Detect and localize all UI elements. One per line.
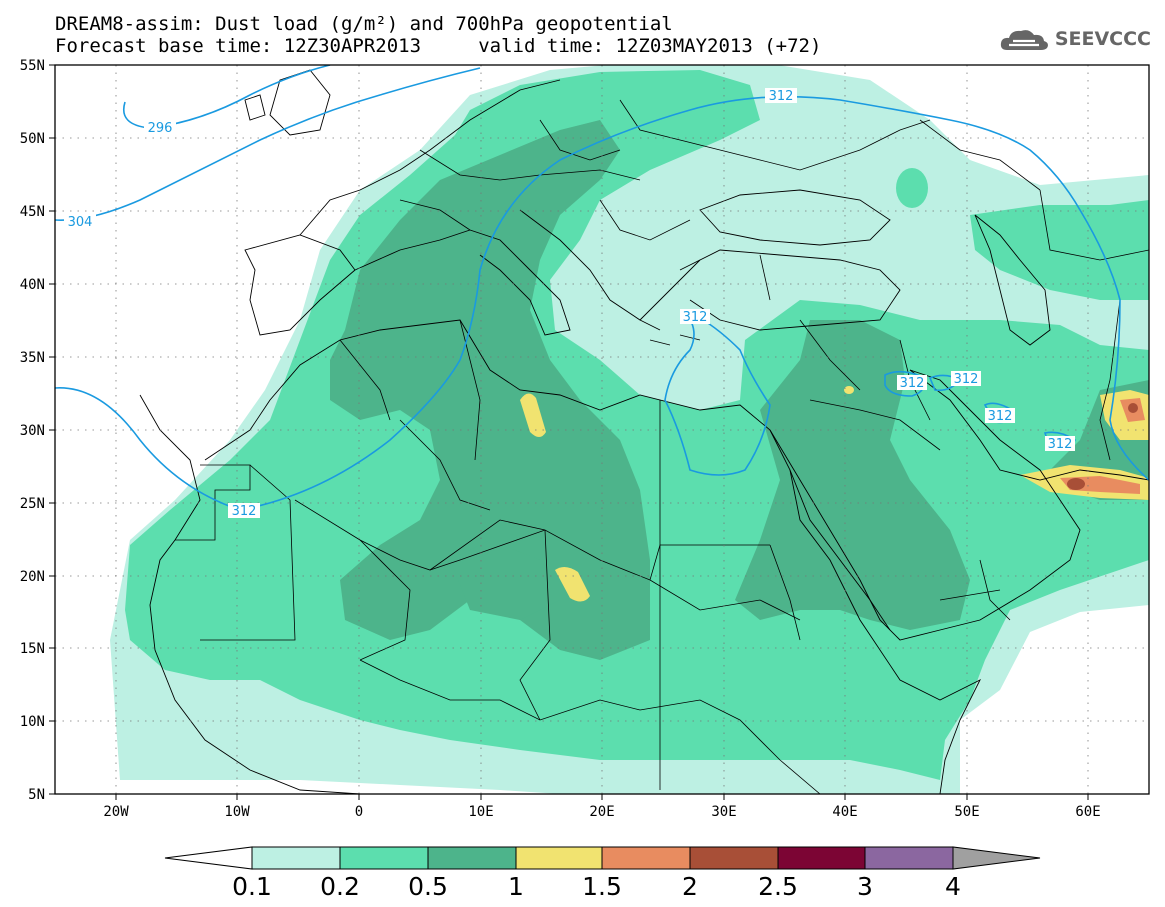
colorbar-label: 0.2 <box>320 872 360 901</box>
lat-label: 5N <box>28 787 45 803</box>
colorbar-label: 0.5 <box>408 872 448 901</box>
colorbar-bin-0.2 <box>339 846 429 870</box>
lon-label: 10W <box>224 804 250 820</box>
contour-label: 312 <box>1048 437 1073 452</box>
colorbar-label: 2 <box>682 872 698 901</box>
lat-label: 30N <box>20 423 45 439</box>
gridlines <box>55 65 1149 794</box>
lon-label: 20E <box>589 804 614 820</box>
dust-level-1 <box>520 393 546 437</box>
contour-label: 312 <box>769 89 794 104</box>
dust-speck <box>844 386 854 394</box>
lat-label: 20N <box>20 569 45 585</box>
colorbar-bin-0.5 <box>427 846 517 870</box>
lon-label: 40E <box>832 804 857 820</box>
colorbar-bin-1 <box>515 846 603 870</box>
colorbar-under-arrow <box>164 846 253 870</box>
colorbar-bin-0.1 <box>251 846 341 870</box>
seevccc-logo: SEEVCCC <box>999 26 1151 52</box>
contour-label: 312 <box>683 310 708 325</box>
colorbar-label: 2.5 <box>758 872 798 901</box>
colorbar-label: 1.5 <box>582 872 622 901</box>
lat-label: 45N <box>20 204 45 220</box>
logo-text: SEEVCCC <box>1054 28 1151 50</box>
contour-label: 312 <box>954 372 979 387</box>
lat-label: 25N <box>20 496 45 512</box>
contour-label: 312 <box>988 409 1013 424</box>
map-subtitle: Forecast base time: 12Z30APR2013 valid t… <box>55 35 822 57</box>
lon-label: 60E <box>1075 804 1100 820</box>
colorbar-bin-2.5 <box>777 846 866 870</box>
latitude-labels: 55N 50N 45N 40N 35N 30N 25N 20N 15N 10N … <box>20 58 45 803</box>
lat-label: 10N <box>20 714 45 730</box>
lat-label: 40N <box>20 277 45 293</box>
longitude-labels: 20W 10W 0 10E 20E 30E 40E 50E 60E <box>103 804 1100 820</box>
contour-label: 304 <box>68 215 93 230</box>
colorbar-label: 3 <box>857 872 873 901</box>
dust-level-1-b <box>555 566 590 602</box>
colorbar-label: 4 <box>945 872 961 901</box>
lat-label: 35N <box>20 350 45 366</box>
contour-labels: 296 304 312 312 312 312 312 312 312 <box>64 88 1075 519</box>
coastlines <box>139 69 1149 794</box>
contour-label: 296 <box>148 121 173 136</box>
colorbar-label: 0.1 <box>232 872 272 901</box>
contour-label: 312 <box>232 504 257 519</box>
lon-label: 0 <box>355 804 363 820</box>
lat-label: 50N <box>20 131 45 147</box>
colorbar-bin-3 <box>864 846 954 870</box>
dust-patch <box>896 168 928 208</box>
dust-level-0.5-east <box>735 320 970 630</box>
lon-label: 50E <box>954 804 979 820</box>
colorbar-label: 1 <box>508 872 524 901</box>
lon-label: 30E <box>711 804 736 820</box>
dust-level-0.5-chad <box>450 540 560 620</box>
map-title: DREAM8-assim: Dust load (g/m²) and 700hP… <box>55 13 673 35</box>
dust-level-2-b <box>1128 403 1138 413</box>
map-panel <box>55 65 1149 794</box>
lat-label: 55N <box>20 58 45 74</box>
colorbar-bin-2 <box>689 846 779 870</box>
colorbar <box>164 846 1041 870</box>
lon-label: 20W <box>103 804 129 820</box>
dust-level-2 <box>1067 478 1085 490</box>
lat-label: 15N <box>20 641 45 657</box>
contour-label: 312 <box>900 376 925 391</box>
dust-level-0.2-ne <box>970 200 1149 300</box>
cloud-logo-icon <box>1000 30 1048 50</box>
colorbar-bin-1.5 <box>601 846 691 870</box>
lon-label: 10E <box>468 804 493 820</box>
dust-level-0.5 <box>330 120 650 660</box>
colorbar-over-arrow <box>952 846 1041 870</box>
axis-ticks <box>49 64 1089 800</box>
